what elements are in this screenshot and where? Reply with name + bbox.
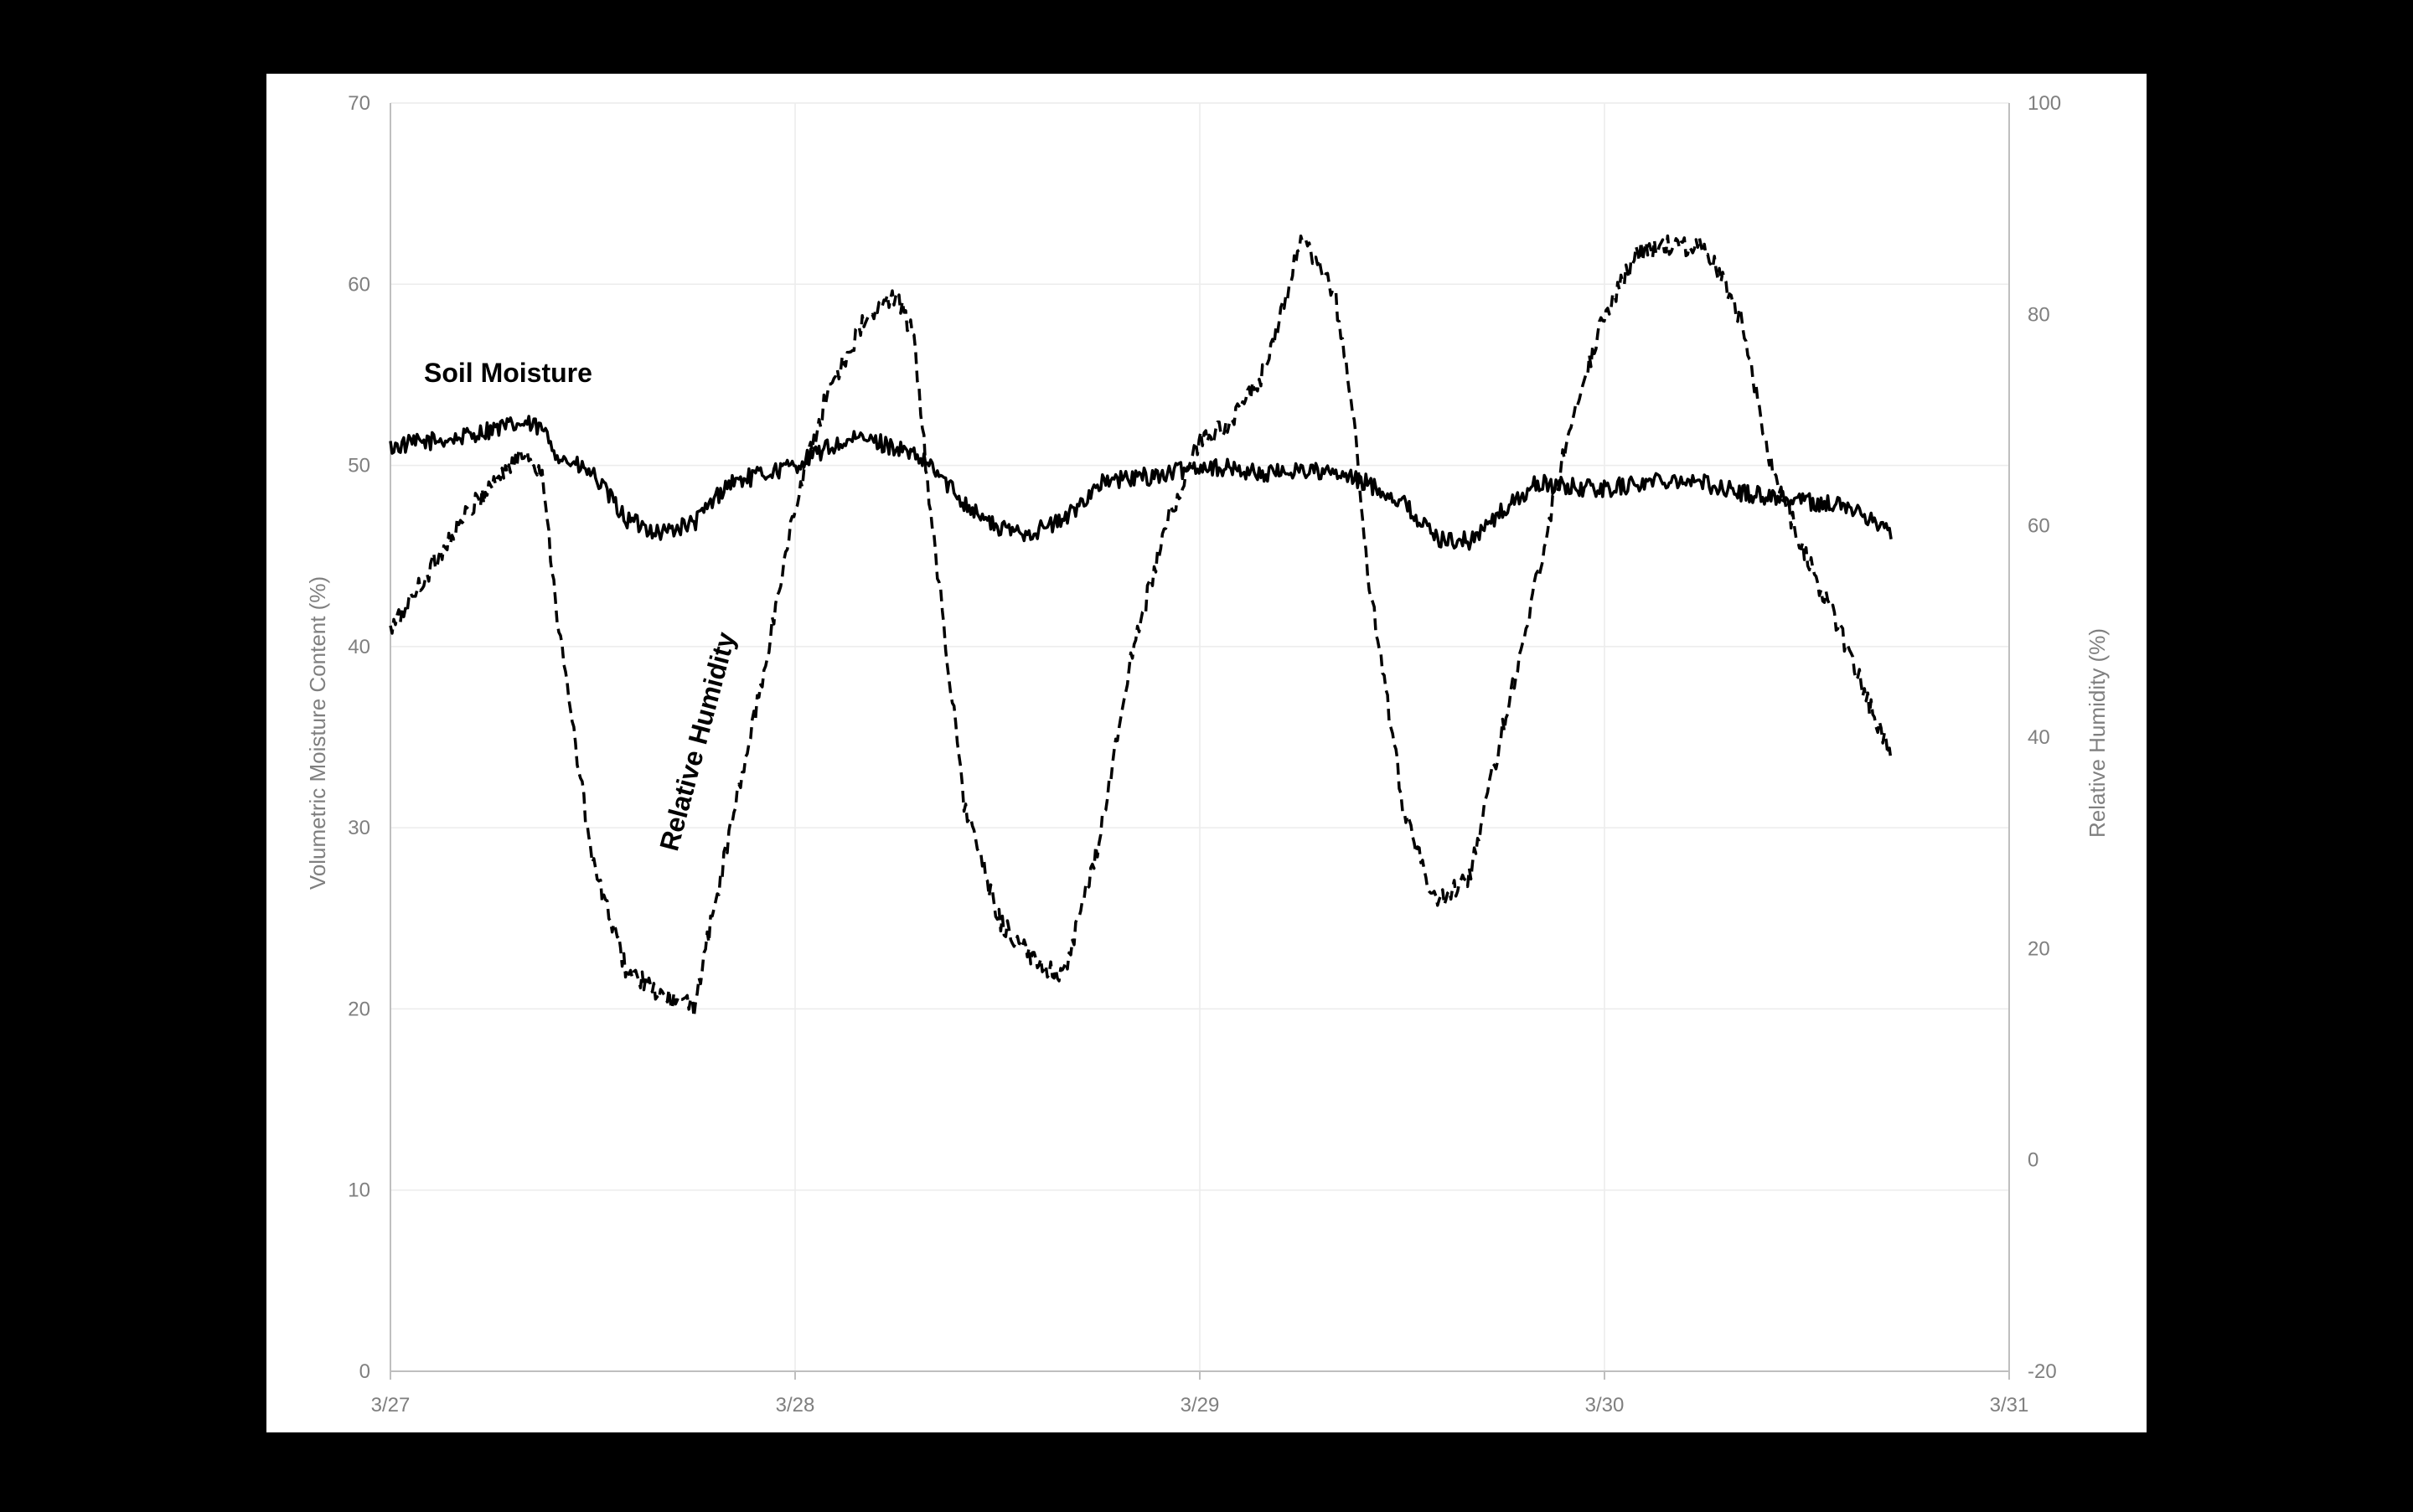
y-left-tick-label: 60 bbox=[348, 273, 370, 296]
x-tick-label: 3/27 bbox=[371, 1394, 411, 1417]
relative-humidity-line bbox=[389, 234, 1893, 1019]
soil-moisture-annotation: Soil Moisture bbox=[424, 358, 592, 388]
y-right-tick-label: 80 bbox=[2028, 303, 2050, 326]
right-axis-tick-labels: -20 0 20 40 60 80 100 bbox=[2028, 92, 2061, 1383]
left-axis-tick-labels: 0 10 20 30 40 50 60 70 bbox=[348, 92, 370, 1383]
series-lines bbox=[389, 234, 1893, 1019]
y-left-tick-label: 30 bbox=[348, 817, 370, 839]
y-right-tick-label: 100 bbox=[2028, 92, 2061, 115]
y-left-tick-label: 40 bbox=[348, 636, 370, 658]
y-right-tick-label: 40 bbox=[2028, 726, 2050, 749]
y-left-tick-label: 10 bbox=[348, 1179, 370, 1202]
plot-area-background bbox=[266, 74, 2147, 1432]
y-axis-right-label: Relative Humidity (%) bbox=[2085, 628, 2110, 838]
y-right-tick-label: 20 bbox=[2028, 937, 2050, 960]
y-left-tick-label: 70 bbox=[348, 92, 370, 115]
y-left-tick-label: 0 bbox=[359, 1360, 370, 1383]
x-tick-label: 3/31 bbox=[1990, 1394, 2029, 1417]
x-tick-label: 3/28 bbox=[776, 1394, 815, 1417]
y-left-tick-label: 50 bbox=[348, 455, 370, 477]
y-axis-left-label: Volumetric Moisture Content (%) bbox=[305, 576, 330, 890]
y-right-tick-label: 60 bbox=[2028, 515, 2050, 538]
soil-moisture-line bbox=[389, 415, 1893, 551]
x-axis-tick-labels: 3/27 3/28 3/29 3/30 3/31 bbox=[371, 1394, 2029, 1417]
y-right-tick-label: -20 bbox=[2028, 1360, 2057, 1383]
x-tick-label: 3/29 bbox=[1181, 1394, 1220, 1417]
y-left-tick-label: 20 bbox=[348, 998, 370, 1020]
x-tick-label: 3/30 bbox=[1585, 1394, 1625, 1417]
axes bbox=[390, 103, 2010, 1380]
y-right-tick-label: 0 bbox=[2028, 1149, 2038, 1172]
